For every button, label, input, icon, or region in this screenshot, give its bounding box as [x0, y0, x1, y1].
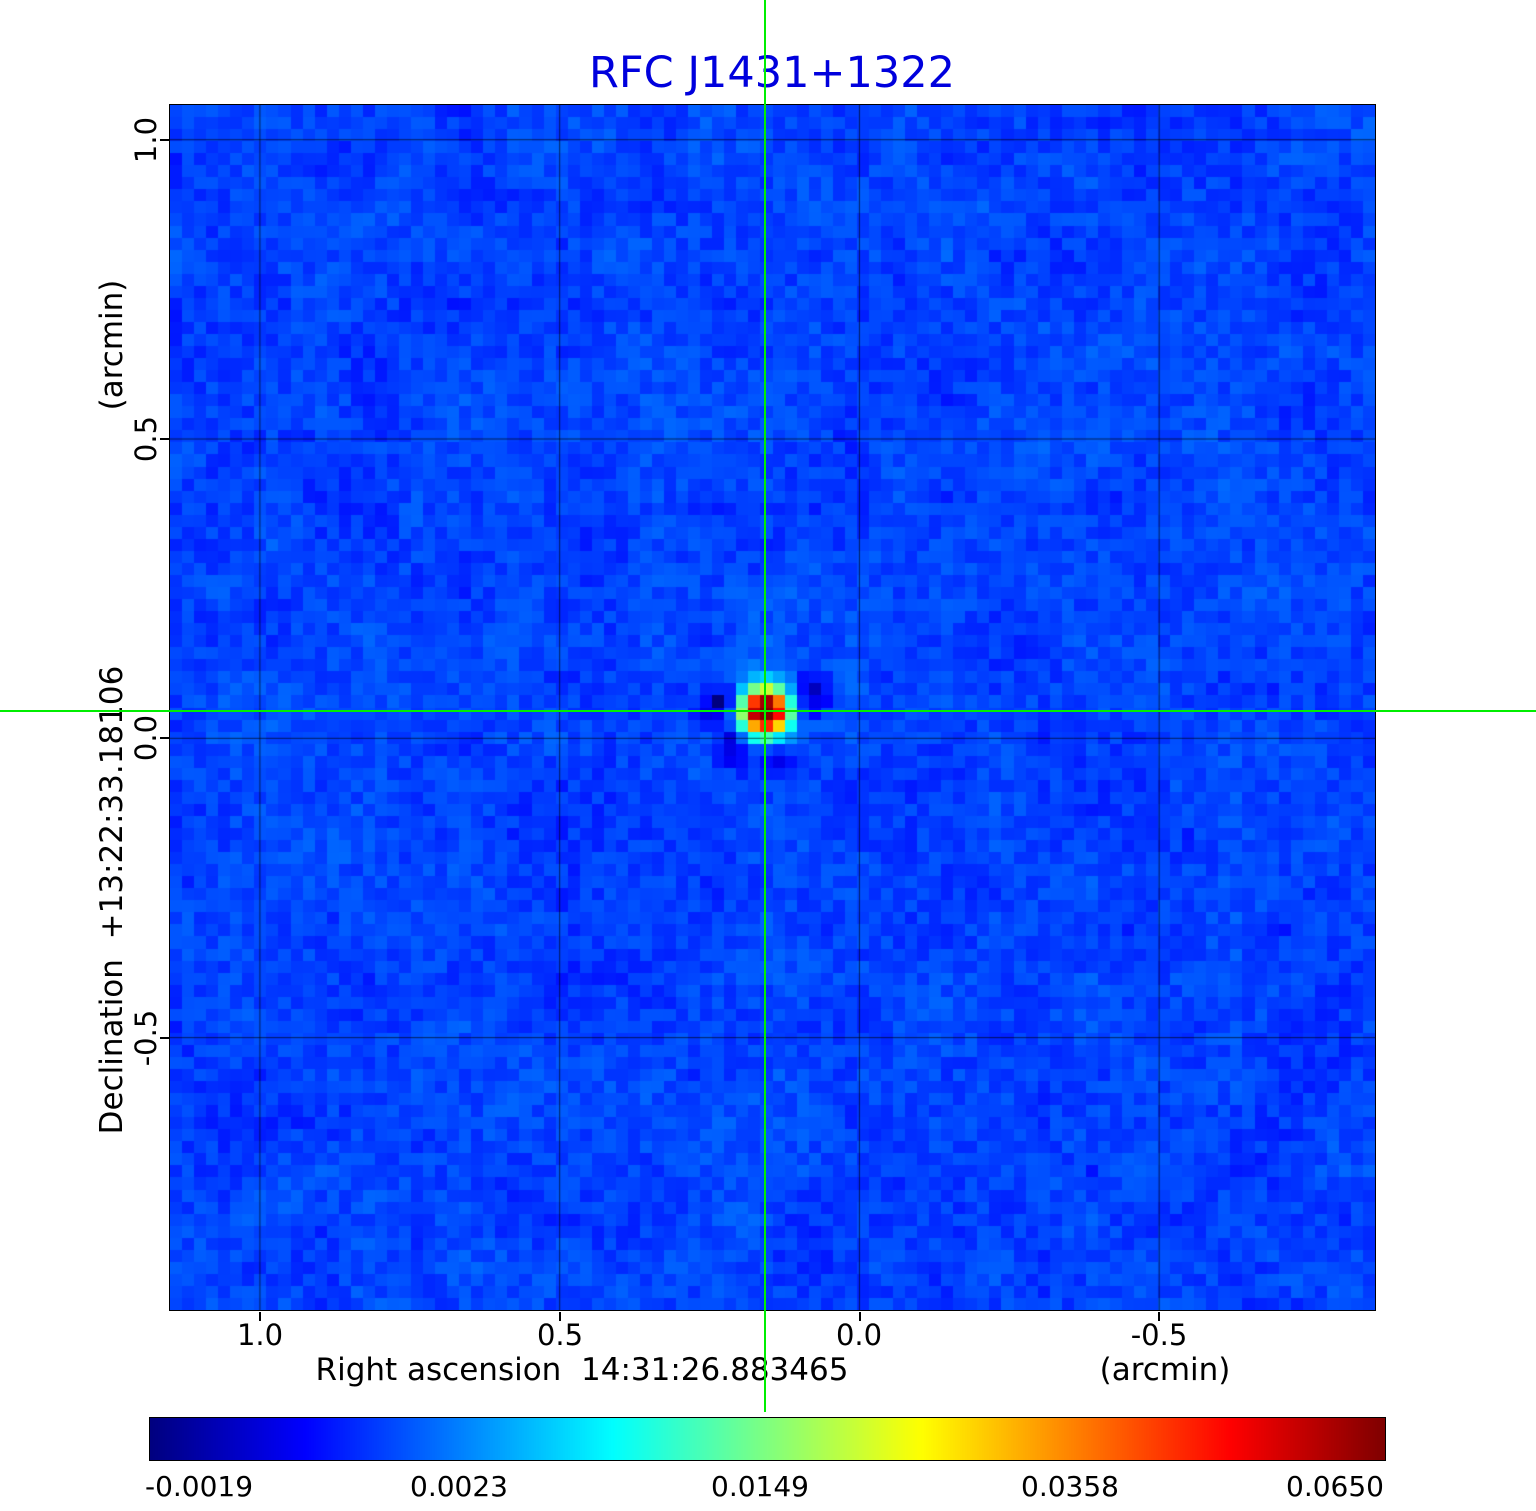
- x-axis-tick-mark: [859, 1312, 861, 1321]
- y-axis-tick-label: 0.0: [129, 714, 163, 762]
- colorbar-tick-label: -0.0019: [144, 1470, 254, 1503]
- crosshair-horizontal-line: [0, 710, 1536, 713]
- y-axis-tick-mark: [160, 438, 169, 440]
- x-axis-tick-label: 0.5: [536, 1318, 584, 1352]
- colorbar-canvas: [149, 1417, 1386, 1461]
- y-axis-tick-mark: [160, 1037, 169, 1039]
- plot-title: RFC J1431+1322: [589, 48, 955, 98]
- y-axis-unit: (arcmin): [94, 279, 130, 411]
- y-axis-tick-mark: [160, 139, 169, 141]
- x-axis-tick-mark: [1158, 1312, 1160, 1321]
- x-axis-tick-label: -0.5: [1130, 1318, 1188, 1352]
- colorbar-tick-label: 0.0023: [410, 1470, 508, 1503]
- x-axis-tick-mark: [559, 1312, 561, 1321]
- colorbar-tick-label: 0.0358: [1021, 1470, 1119, 1503]
- y-axis-title: Declination +13:22:33.18106: [94, 665, 130, 1135]
- x-axis-unit: (arcmin): [1099, 1352, 1231, 1388]
- sky-map-canvas: [169, 104, 1376, 1311]
- x-axis-tick-label: 1.0: [236, 1318, 284, 1352]
- crosshair-vertical-line: [764, 0, 767, 1412]
- y-axis-tick-label: -0.5: [129, 1009, 163, 1067]
- y-axis-tick-label: 1.0: [129, 116, 163, 164]
- x-axis-tick-mark: [259, 1312, 261, 1321]
- y-axis-tick-mark: [160, 737, 169, 739]
- colorbar-tick-label: 0.0650: [1286, 1470, 1384, 1503]
- y-axis-tick-label: 0.5: [129, 415, 163, 463]
- x-axis-title: Right ascension 14:31:26.883465: [315, 1352, 849, 1388]
- x-axis-tick-label: 0.0: [835, 1318, 883, 1352]
- colorbar-tick-label: 0.0149: [711, 1470, 809, 1503]
